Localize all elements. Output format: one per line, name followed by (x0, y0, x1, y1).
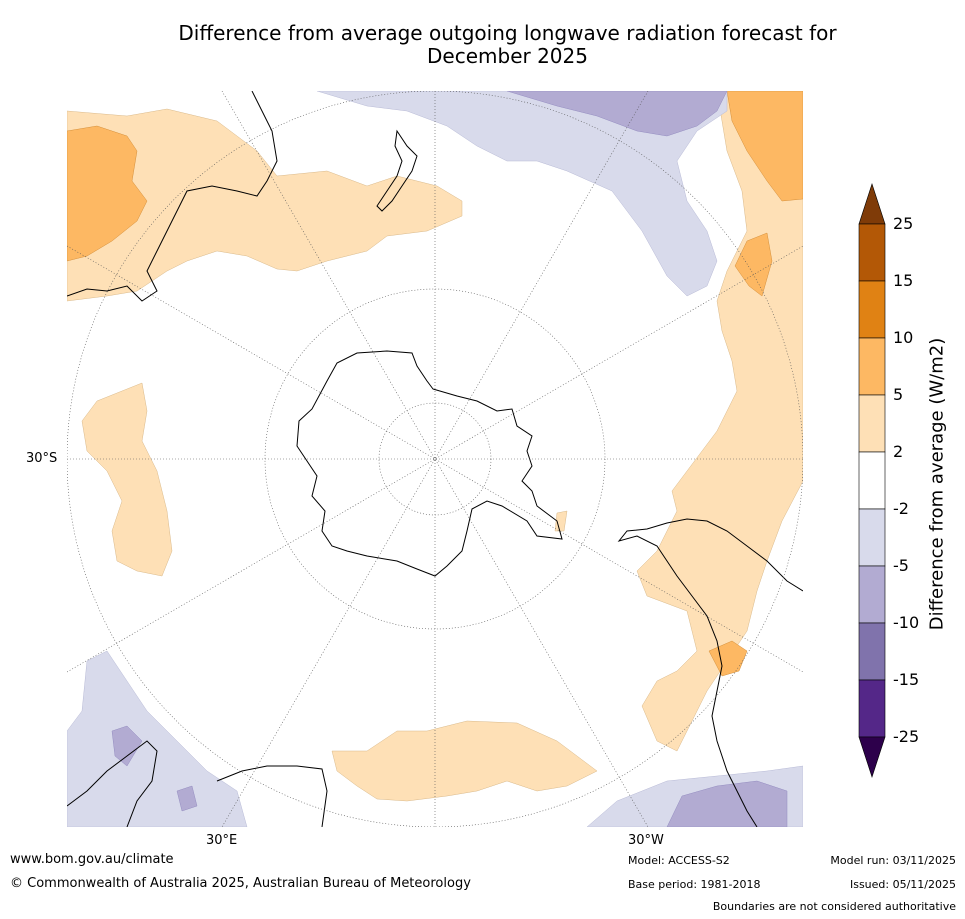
anomaly-negative-5-10-region (176, 785, 198, 812)
colorbar-tick-label: -25 (893, 727, 920, 746)
base-period-text: Base period: 1981-2018 (628, 878, 761, 891)
anomaly-positive-2-5-region (67, 108, 463, 302)
colorbar-tick-label: 2 (893, 442, 904, 461)
colorbar-segment (858, 451, 886, 510)
longitude-label-30w: 30°W (628, 833, 664, 848)
anomaly-negative-5-10-region (111, 725, 143, 767)
colorbar-segment (858, 337, 886, 396)
colorbar-tick-label: 10 (893, 328, 914, 347)
coastline-south-america (617, 518, 803, 827)
anomaly-positive-5-10-region (734, 232, 773, 297)
colorbar-tick-label: -15 (893, 670, 920, 689)
coastline-south-africa (67, 740, 158, 827)
colorbar-segment (858, 280, 886, 339)
colorbar-tick-label: -10 (893, 613, 920, 632)
polar-map (67, 91, 803, 827)
colorbar-segment (858, 622, 886, 681)
colorbar (858, 183, 886, 778)
colorbar-tick-label: -5 (893, 556, 909, 575)
colorbar-title: Difference from average (W/m2) (926, 337, 948, 631)
chart-title: Difference from average outgoing longwav… (178, 21, 837, 68)
colorbar-extension-bottom (858, 736, 886, 778)
model-run-text: Model run: 03/11/2025 (830, 854, 956, 867)
colorbar-tick-label: 15 (893, 271, 914, 290)
colorbar-segment (858, 679, 886, 738)
anomaly-negative-2-5-region (67, 650, 248, 827)
coastline-madagascar (216, 765, 328, 827)
coastline-antarctica (296, 350, 563, 577)
website-link[interactable]: www.bom.gov.au/climate (10, 852, 174, 867)
anomaly-negative-5-10-region (506, 91, 728, 137)
issued-text: Issued: 05/11/2025 (849, 878, 956, 891)
colorbar-extension-top (858, 183, 886, 225)
colorbar-segment (858, 223, 886, 282)
colorbar-tick-label: 25 (893, 214, 914, 233)
anomaly-positive-2-5-region (81, 382, 173, 577)
colorbar-tick-label: -2 (893, 499, 909, 518)
latitude-label: 30°S (26, 451, 58, 466)
anomaly-negative-2-5-region (316, 91, 728, 297)
disclaimer-text: Boundaries are not considered authoritat… (712, 900, 956, 913)
anomaly-positive-5-10-region (726, 91, 803, 202)
coastline-new-zealand (376, 129, 418, 212)
anomaly-negative-5-10-region (666, 780, 788, 827)
copyright-text: © Commonwealth of Australia 2025, Austra… (10, 876, 471, 891)
colorbar-segment (858, 394, 886, 453)
longitude-label-30e: 30°E (206, 833, 238, 848)
coastline-australia (67, 91, 278, 302)
anomaly-positive-5-10-region (67, 125, 148, 262)
graticule (67, 91, 803, 827)
colorbar-tick-label: 5 (893, 385, 904, 404)
colorbar-segment (858, 508, 886, 567)
colorbar-segment (858, 565, 886, 624)
model-text: Model: ACCESS-S2 (628, 854, 730, 867)
anomaly-positive-2-5-region (331, 720, 598, 802)
